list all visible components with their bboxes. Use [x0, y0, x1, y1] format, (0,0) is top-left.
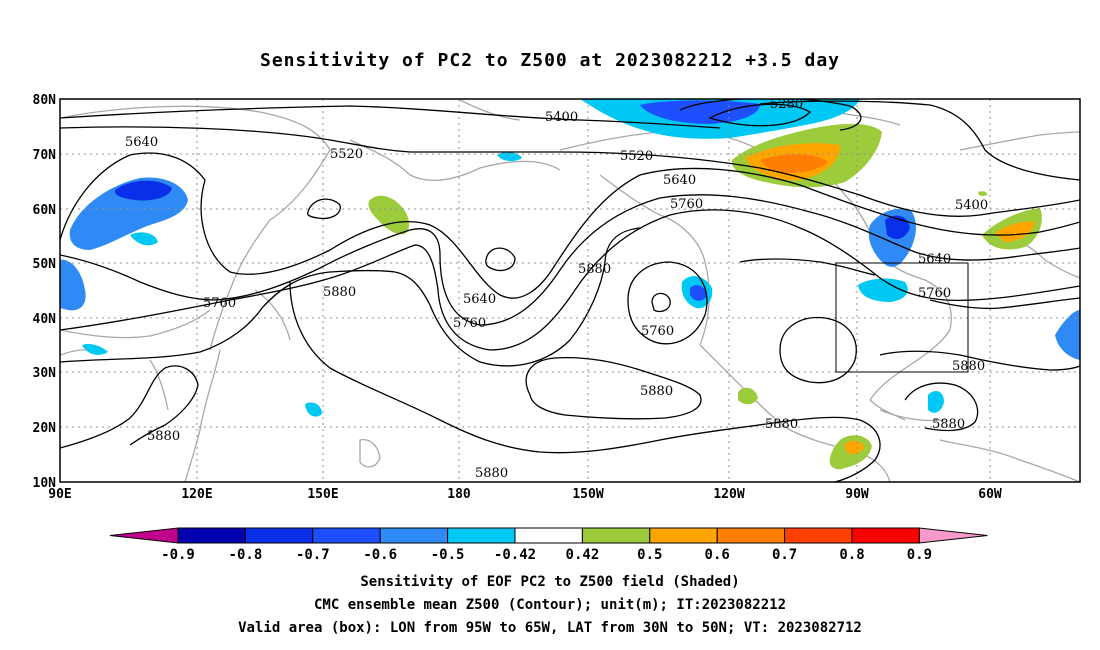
colorbar-tick-label: -0.6: [363, 547, 397, 563]
contour-label-5640-d: 5640: [918, 252, 951, 267]
z500-contours: [60, 99, 1080, 482]
lat-label-70n: 70N: [33, 148, 57, 163]
colorbar-tick-label: -0.8: [229, 547, 263, 563]
shade-negative-asia-edge: [130, 232, 158, 246]
valid-area-box: [835, 262, 969, 373]
contour-label-5280: 5280: [770, 97, 803, 112]
coastlines: [60, 99, 1080, 482]
grid-lines: [60, 99, 1080, 482]
colorbar-swatch: [447, 527, 516, 544]
lat-label-80n: 80N: [33, 93, 57, 108]
sensitivity-shading: [60, 99, 1080, 470]
contour-label-5880-h: 5880: [932, 417, 965, 432]
shade-negative-westcoast-core: [690, 285, 707, 301]
lat-label-40n: 40N: [33, 312, 57, 327]
caption-shaded: Sensitivity of EOF PC2 to Z500 field (Sh…: [360, 574, 740, 590]
contour-label-5520-b: 5520: [620, 149, 653, 164]
contour-label-5400-a: 5400: [545, 110, 578, 125]
colorbar-swatch: [851, 527, 920, 544]
lon-label-150w: 150W: [572, 487, 603, 502]
contour-label-5880-c: 5880: [640, 384, 673, 399]
colorbar-tick-label: 0.5: [637, 547, 662, 563]
contour-label-5760-a: 5760: [203, 296, 236, 311]
shade-negative-pacific-small: [305, 402, 322, 417]
colorbar-tick-label: 0.6: [705, 547, 730, 563]
shade-negative-greatlakes: [858, 278, 908, 302]
contour-label-5880-g: 5880: [952, 359, 985, 374]
colorbar-swatch: [784, 527, 853, 544]
colorbar-swatch: [716, 527, 786, 544]
colorbar-low-end: [109, 527, 179, 544]
caption-contour: CMC ensemble mean Z500 (Contour); unit(m…: [313, 597, 786, 613]
colorbar-tick-label: 0.7: [772, 547, 797, 563]
colorbar-tick-label: -0.42: [494, 547, 536, 563]
colorbar-tick-label: 0.9: [907, 547, 932, 563]
contour-label-5400-b: 5400: [955, 198, 988, 213]
shade-positive-canada-center: [760, 154, 828, 173]
colorbar-swatch: [649, 527, 718, 544]
colorbar-tick-label: 0.8: [839, 547, 864, 563]
contour-label-5880-b: 5880: [578, 262, 611, 277]
colorbar-swatch: [244, 527, 314, 544]
colorbar-high-end: [918, 527, 988, 544]
contour-label-5880-e: 5880: [475, 466, 508, 481]
shade-negative-asia-small: [82, 343, 108, 355]
contour-label-5760-d: 5760: [641, 324, 674, 339]
colorbar-tick-label: -0.7: [296, 547, 330, 563]
colorbar-swatch: [177, 527, 246, 544]
shade-positive-mexico: [738, 387, 758, 405]
lon-label-120w: 120W: [713, 487, 744, 502]
contour-label-5880-d: 5880: [147, 429, 180, 444]
colorbar-swatch: [581, 527, 651, 544]
colorbar-swatch: [379, 527, 449, 544]
colorbar-swatch: [312, 527, 381, 544]
colorbar: -0.9 -0.8 -0.7 -0.6 -0.5 -0.42 0.42 0.5 0.6 0.7 0.…: [109, 527, 988, 563]
contour-label-5760-c: 5760: [670, 197, 703, 212]
contour-label-5640-c: 5640: [463, 292, 496, 307]
contour-label-5880-a: 5880: [323, 285, 356, 300]
lon-label-180: 180: [447, 487, 471, 502]
caption-valid-area: Valid area (box): LON from 95W to 65W, L…: [238, 620, 862, 636]
shade-negative-arctic-core: [640, 100, 760, 124]
colorbar-tick-label: -0.5: [431, 547, 465, 563]
lon-label-90e: 90E: [48, 487, 71, 502]
longitude-labels: 90E 120E 150E 180 150W 120W 90W 60W: [48, 487, 1002, 502]
shade-positive-atlantic-small: [978, 191, 988, 196]
lon-label-60w: 60W: [978, 487, 1002, 502]
contour-label-5760-e: 5760: [918, 286, 951, 301]
shade-negative-atlantic-east: [1055, 310, 1080, 360]
shade-negative-asia-west: [60, 259, 86, 311]
contour-label-5520-a: 5520: [330, 147, 363, 162]
contour-labels: 5280 5400 5400 5520 5520 5640 5640 5640 …: [125, 97, 988, 481]
lon-label-150e: 150E: [307, 487, 338, 502]
contour-label-5640-a: 5640: [125, 135, 158, 150]
lat-label-20n: 20N: [33, 421, 57, 436]
colorbar-tick-label: -0.9: [161, 547, 195, 563]
lon-label-90w: 90W: [845, 487, 869, 502]
shade-positive-kamchatka: [368, 195, 410, 235]
shade-negative-arctic-small: [497, 152, 522, 162]
lat-label-30n: 30N: [33, 366, 57, 381]
contour-label-5640-b: 5640: [663, 173, 696, 188]
colorbar-tick-label: 0.42: [566, 547, 600, 563]
lat-label-50n: 50N: [33, 257, 57, 272]
lat-label-60n: 60N: [33, 203, 57, 218]
shade-negative-hudson-core: [885, 215, 910, 240]
latitude-labels: 80N 70N 60N 50N 40N 30N 20N 10N: [33, 93, 57, 491]
shade-negative-asia-core: [114, 180, 172, 201]
contour-label-5880-f: 5880: [765, 417, 798, 432]
shade-positive-centralamerica-core: [845, 440, 864, 455]
lon-label-120e: 120E: [181, 487, 212, 502]
contour-label-5760-b: 5760: [453, 316, 486, 331]
colorbar-swatch: [514, 527, 583, 544]
map-frame: [59, 98, 1081, 483]
shade-negative-caribbean: [928, 390, 944, 413]
lat-label-10n: 10N: [33, 476, 57, 491]
map-title: Sensitivity of PC2 to Z500 at 2023082212…: [259, 50, 840, 71]
shade-positive-atlantic-core: [995, 221, 1035, 242]
